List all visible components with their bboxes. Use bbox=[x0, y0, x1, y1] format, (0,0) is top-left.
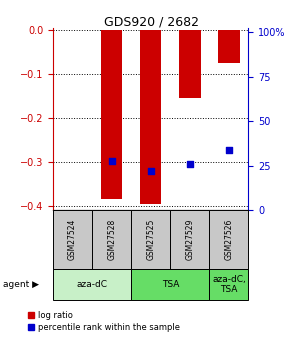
Legend: log ratio, percentile rank within the sample: log ratio, percentile rank within the sa… bbox=[28, 311, 180, 332]
Text: GSM27528: GSM27528 bbox=[107, 219, 116, 260]
Point bbox=[187, 161, 192, 167]
Point bbox=[227, 147, 231, 152]
Bar bbox=[53, 210, 92, 269]
Bar bbox=[209, 210, 248, 269]
Text: GSM27524: GSM27524 bbox=[68, 219, 77, 260]
Point bbox=[148, 168, 153, 174]
Bar bbox=[170, 210, 209, 269]
Text: aza-dC,
TSA: aza-dC, TSA bbox=[212, 275, 246, 294]
Text: GSM27525: GSM27525 bbox=[146, 219, 155, 260]
Text: aza-dC: aza-dC bbox=[77, 280, 108, 289]
Text: TSA: TSA bbox=[161, 280, 179, 289]
Bar bbox=[218, 30, 240, 63]
Bar bbox=[179, 30, 201, 98]
Bar bbox=[92, 210, 131, 269]
Text: agent ▶: agent ▶ bbox=[3, 280, 39, 289]
Text: GDS920 / 2682: GDS920 / 2682 bbox=[104, 16, 199, 29]
Bar bbox=[101, 30, 122, 199]
Bar bbox=[140, 30, 161, 204]
Text: GSM27529: GSM27529 bbox=[185, 219, 194, 260]
Point bbox=[109, 159, 114, 164]
Bar bbox=[53, 269, 131, 300]
Text: GSM27526: GSM27526 bbox=[225, 219, 233, 260]
Bar bbox=[209, 269, 248, 300]
Bar bbox=[131, 269, 209, 300]
Bar bbox=[131, 210, 170, 269]
